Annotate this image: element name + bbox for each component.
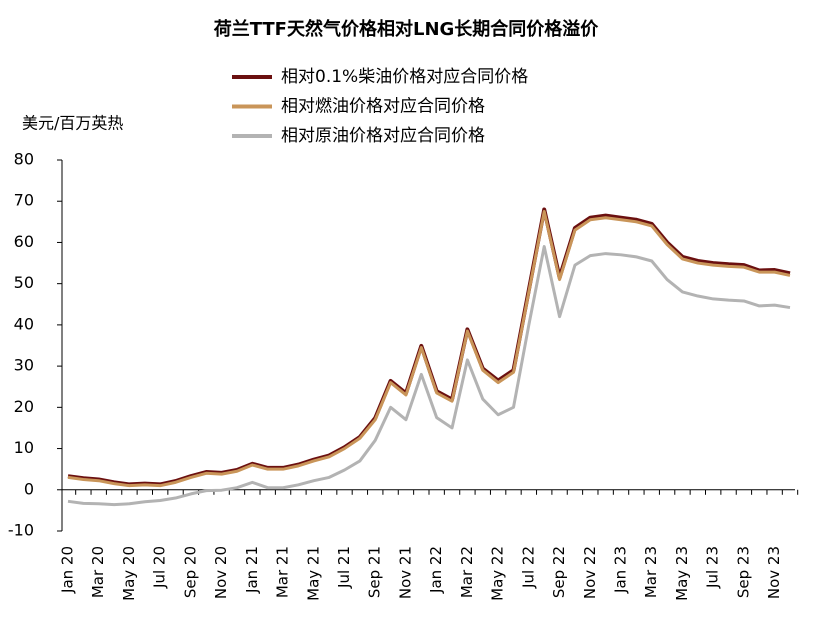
line-series [67,207,791,487]
legend-label: 相对原油价格对应合同价格 [281,126,485,146]
x-tick-label: Jul 21 [335,546,353,589]
x-tick-label: Jan 22 [427,546,445,594]
y-tick-label: 30 [14,356,34,375]
x-tick-label: Mar 23 [642,546,660,598]
x-tick-label: Nov 23 [765,546,783,599]
x-tick-label: Jul 20 [151,546,169,589]
y-tick-label: 20 [14,397,34,416]
y-tick-label: 80 [14,150,34,169]
y-tick-label: 0 [24,479,34,498]
line-series [67,245,791,507]
x-tick-label: May 20 [120,546,138,601]
x-tick-label: May 22 [489,546,507,601]
x-tick-label: Sep 23 [734,546,752,598]
legend-label: 相对0.1%柴油价格对应合同价格 [281,67,528,87]
y-tick-label: -10 [8,521,34,540]
x-tick-label: Jul 22 [519,546,537,589]
x-tick-label: Sep 21 [366,546,384,598]
y-tick-label: 70 [14,191,34,210]
x-tick-label: Nov 22 [581,546,599,599]
x-tick-label: May 23 [673,546,691,601]
x-tick-label: Jul 23 [704,546,722,589]
x-tick-label: Nov 20 [212,546,230,599]
y-tick-label: 60 [14,232,34,251]
x-tick-label: Mar 22 [458,546,476,598]
x-tick-label: Sep 20 [181,546,199,598]
x-tick-label: Mar 21 [274,546,292,598]
legend-label: 相对燃油价格对应合同价格 [281,97,485,117]
line-series [67,210,791,488]
y-tick-label: 10 [14,438,34,457]
y-tick-label: 50 [14,273,34,292]
chart-title: 荷兰TTF天然气价格相对LNG长期合同价格溢价 [214,18,600,40]
x-tick-label: Jan 20 [59,546,77,594]
x-tick-label: Nov 21 [396,546,414,599]
y-axis-label: 美元/百万英热 [22,114,123,133]
y-tick-label: 40 [14,314,34,333]
x-tick-label: Sep 22 [550,546,568,598]
x-tick-label: Mar 20 [89,546,107,598]
x-tick-label: Jan 21 [243,546,261,594]
x-tick-label: Jan 23 [612,546,630,594]
x-tick-label: May 21 [304,546,322,601]
